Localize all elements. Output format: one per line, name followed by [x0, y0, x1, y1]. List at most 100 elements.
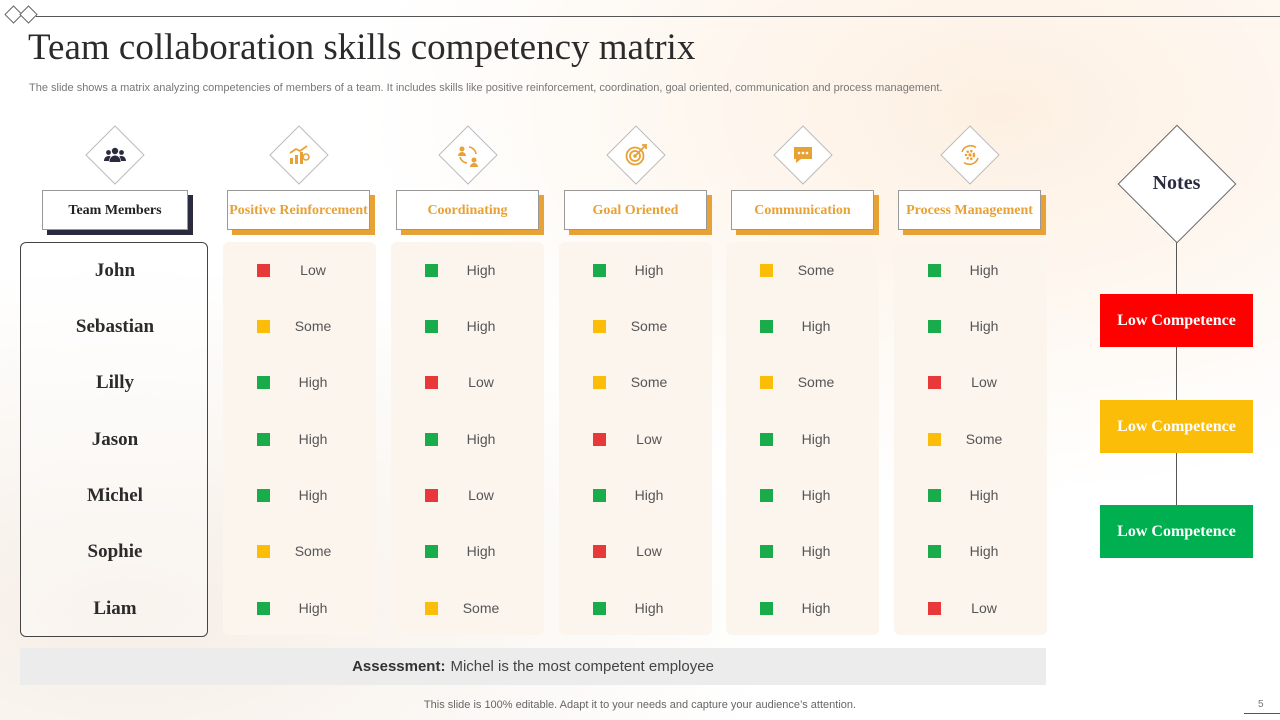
rating-cell: Low — [559, 430, 712, 450]
rating-cell: High — [223, 430, 376, 450]
rating-label: High — [298, 431, 328, 447]
rating-indicator — [760, 376, 773, 389]
rating-label: Some — [630, 374, 668, 390]
rating-label: High — [969, 487, 999, 503]
rating-cell: Low — [391, 486, 544, 506]
rating-label: High — [634, 262, 664, 278]
rating-label: Low — [300, 262, 326, 278]
rating-cell: High — [894, 261, 1047, 281]
gear-cycle-icon — [940, 125, 1000, 185]
rating-indicator — [425, 545, 438, 558]
rating-cell: High — [894, 317, 1047, 337]
reward-chart-icon — [269, 125, 329, 185]
rating-indicator — [593, 602, 606, 615]
page-number: 5 — [1258, 699, 1264, 710]
rating-cell: Some — [559, 317, 712, 337]
assessment-label: Assessment: — [352, 658, 446, 675]
rating-indicator — [928, 433, 941, 446]
assessment-text: Michel is the most competent employee — [450, 658, 714, 675]
rating-column: High High Low Some High High Low — [894, 242, 1047, 635]
column-header: Process Management — [898, 190, 1041, 230]
rating-cell: Some — [894, 430, 1047, 450]
rating-cell: Some — [223, 542, 376, 562]
rating-column: High Some Some Low High Low High — [559, 242, 712, 635]
rating-label: High — [298, 487, 328, 503]
rating-cell: Low — [391, 373, 544, 393]
rating-cell: High — [894, 486, 1047, 506]
rating-indicator — [928, 264, 941, 277]
team-icon — [85, 125, 145, 185]
rating-indicator — [425, 320, 438, 333]
notes-connector-line — [1176, 240, 1177, 508]
target-icon — [606, 125, 666, 185]
rating-label: High — [466, 543, 496, 559]
rating-indicator — [593, 433, 606, 446]
rating-indicator — [760, 489, 773, 502]
rating-cell: High — [223, 373, 376, 393]
member-name: Lilly — [95, 372, 134, 393]
rating-label: High — [298, 374, 328, 390]
rating-indicator — [257, 264, 270, 277]
rating-column: Low Some High High High Some High — [223, 242, 376, 635]
column-header: Communication — [731, 190, 874, 230]
rating-indicator — [760, 545, 773, 558]
rating-cell: Some — [726, 373, 879, 393]
rating-label: Low — [468, 487, 494, 503]
rating-indicator — [760, 433, 773, 446]
rating-indicator — [760, 320, 773, 333]
rating-label: Some — [294, 543, 332, 559]
rating-indicator — [760, 264, 773, 277]
rating-label: Some — [630, 318, 668, 334]
rating-label: High — [801, 318, 831, 334]
rating-column: Some High Some High High High High — [726, 242, 879, 635]
member-name: Liam — [93, 598, 137, 619]
column-header: Goal Oriented — [564, 190, 707, 230]
rating-cell: High — [391, 261, 544, 281]
diamond-decoration — [19, 5, 38, 24]
rating-label: High — [466, 431, 496, 447]
rating-cell: High — [391, 317, 544, 337]
rating-cell: Some — [559, 373, 712, 393]
rating-cell: High — [559, 599, 712, 619]
rating-label: High — [801, 431, 831, 447]
rating-indicator — [257, 545, 270, 558]
rating-indicator — [593, 545, 606, 558]
rating-label: Some — [797, 374, 835, 390]
team-members-panel: John Sebastian Lilly Jason Michel Sophie Liam — [20, 242, 208, 637]
rating-indicator — [760, 602, 773, 615]
rating-indicator — [593, 376, 606, 389]
slide-title: Team collaboration skills competency mat… — [28, 27, 696, 68]
rating-cell: High — [391, 430, 544, 450]
rating-label: High — [969, 543, 999, 559]
rating-indicator — [425, 433, 438, 446]
rating-indicator — [425, 602, 438, 615]
rating-indicator — [928, 320, 941, 333]
rating-cell: High — [726, 317, 879, 337]
page-rule — [1244, 713, 1280, 714]
legend-low: Low Competence — [1100, 294, 1253, 347]
rating-cell: Low — [223, 261, 376, 281]
rating-label: High — [801, 600, 831, 616]
rating-label: Some — [965, 431, 1003, 447]
rating-label: Some — [294, 318, 332, 334]
rating-label: Low — [971, 600, 997, 616]
member-name: Sophie — [87, 541, 143, 562]
notes-diamond: Notes — [1117, 124, 1237, 244]
rating-cell: Some — [391, 599, 544, 619]
rating-cell: Some — [223, 317, 376, 337]
rating-label: High — [298, 600, 328, 616]
rating-label: High — [634, 487, 664, 503]
team-members-header: Team Members — [42, 190, 188, 230]
rating-indicator — [593, 264, 606, 277]
footer-text: This slide is 100% editable. Adapt it to… — [423, 699, 857, 711]
rating-indicator — [928, 545, 941, 558]
rating-label: High — [969, 318, 999, 334]
rating-cell: High — [894, 542, 1047, 562]
member-name: Sebastian — [75, 316, 155, 337]
rating-indicator — [425, 489, 438, 502]
rating-indicator — [928, 602, 941, 615]
assessment-bar: Assessment: Michel is the most competent… — [20, 648, 1046, 685]
rating-column: High High Low High Low High Some — [391, 242, 544, 635]
rating-label: High — [466, 262, 496, 278]
rating-cell: High — [559, 261, 712, 281]
